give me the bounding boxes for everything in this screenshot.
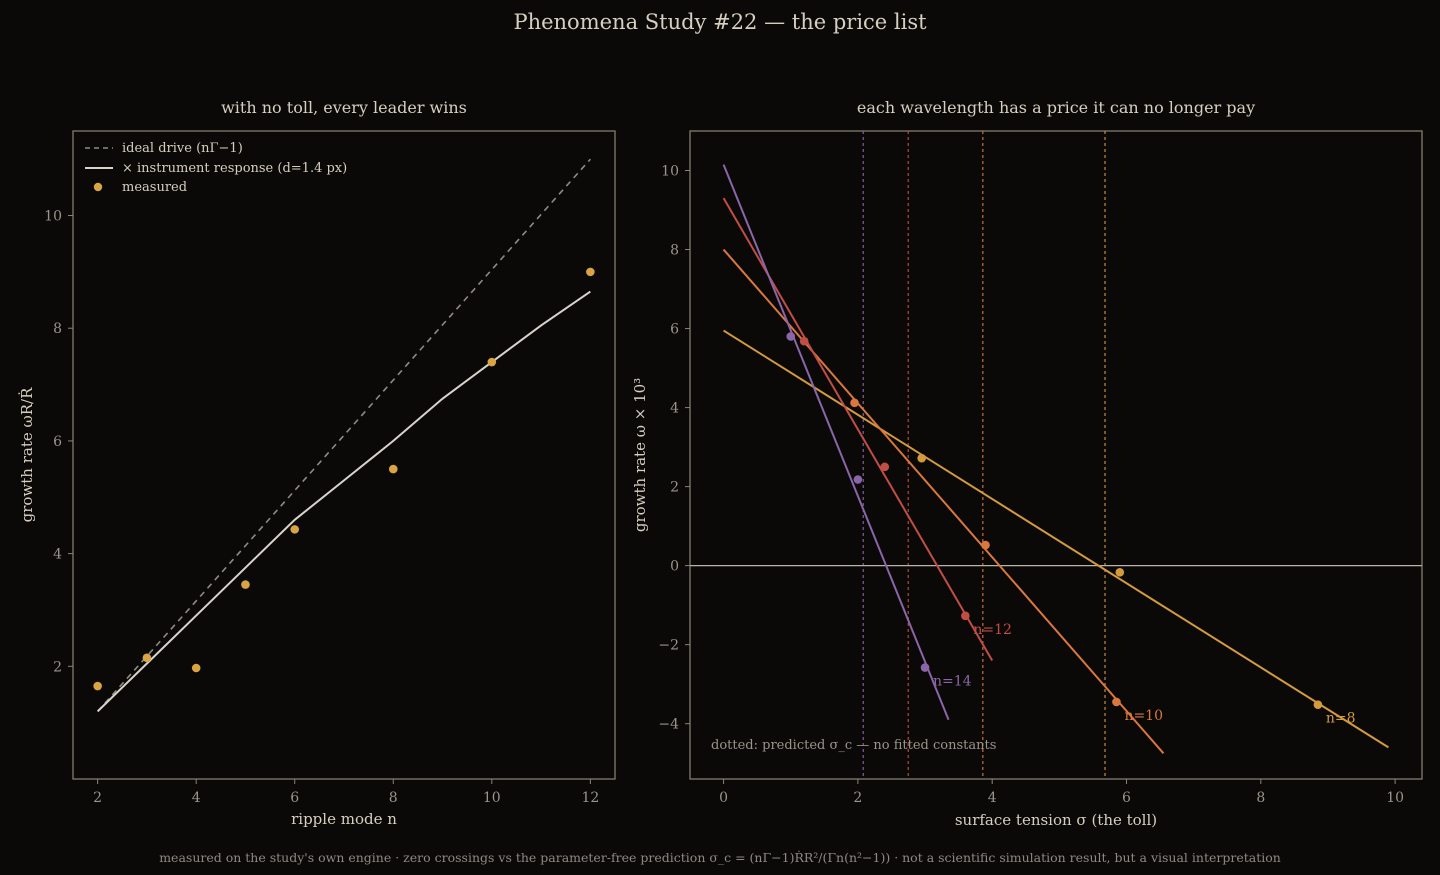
instrument-response-line [96, 290, 591, 713]
right-y-tick-label: 6 [670, 322, 679, 338]
legend-ideal-label: ideal drive (nΓ−1) [122, 141, 243, 156]
right-plot-frame [689, 130, 1423, 780]
right-x-ticks: 0 2 4 6 8 10 [719, 779, 1404, 806]
left-y-tick-label: 8 [53, 321, 62, 337]
measured-point-n=10 [981, 540, 990, 550]
right-x-tick-label: 2 [853, 790, 862, 806]
left-legend: ideal drive (nΓ−1) × instrument response… [85, 141, 347, 195]
right-y-axis-label: growth rate ω × 10³ [631, 378, 649, 532]
left-x-tick-label: 10 [483, 790, 501, 806]
left-x-tick-label: 6 [290, 790, 299, 806]
right-y-tick-label: −2 [658, 638, 679, 654]
left-y-ticks: 2 4 6 8 10 [44, 209, 73, 675]
legend-response-label: × instrument response (d=1.4 px) [122, 161, 347, 176]
right-y-tick-label: 8 [670, 243, 679, 259]
right-x-tick-label: 10 [1386, 790, 1404, 806]
right-chart-marks: n=8 n=10 n=12 n=14 [690, 131, 1422, 779]
series-label-n=10: n=10 [1124, 708, 1163, 724]
right-x-tick-label: 4 [988, 790, 997, 806]
measured-point-n=12 [880, 462, 890, 472]
measured-point [93, 681, 102, 691]
left-x-tick-label: 2 [93, 790, 102, 806]
right-y-tick-label: 0 [670, 559, 679, 575]
measured-point [487, 357, 497, 367]
measured-point-n=12 [961, 611, 970, 621]
measured-point-n=8 [1115, 568, 1125, 577]
left-y-tick-label: 2 [53, 659, 62, 675]
measured-point [241, 580, 250, 589]
measured-point-n=14 [920, 663, 930, 672]
right-x-tick-label: 6 [1122, 790, 1131, 806]
legend-measured-swatch [93, 182, 103, 192]
measured-point-n=8 [917, 453, 926, 463]
measured-point-n=10 [850, 398, 859, 408]
left-plot-frame [72, 130, 616, 780]
left-y-tick-label: 6 [53, 434, 62, 450]
right-y-tick-label: 10 [661, 164, 679, 180]
measured-point-n=14 [786, 332, 796, 341]
measured-point [142, 653, 152, 663]
measured-point [586, 267, 595, 277]
figure-title: Phenomena Study #22 — the price list [513, 10, 927, 34]
left-x-tick-label: 8 [389, 790, 398, 806]
left-x-tick-label: 12 [581, 790, 599, 806]
left-x-axis-label: ripple mode n [291, 810, 397, 828]
right-x-tick-label: 0 [719, 790, 728, 806]
left-chart-title: with no toll, every leader wins [221, 98, 467, 117]
right-y-tick-label: 2 [670, 480, 679, 496]
measured-point-n=14 [853, 475, 863, 484]
left-y-tick-label: 4 [53, 547, 62, 563]
legend-measured-label: measured [122, 180, 187, 195]
series-label-n=14: n=14 [933, 674, 972, 690]
series-label-n=12: n=12 [973, 622, 1012, 638]
measured-point [191, 663, 201, 673]
left-chart-marks [93, 158, 595, 713]
right-chart-panel: each wavelength has a price it can no lo… [631, 98, 1423, 829]
measured-point-n=10 [1112, 697, 1121, 707]
sigma-c-annotation: dotted: predicted σ_c — no fitted consta… [711, 738, 996, 753]
figure-footer-note: measured on the study's own engine · zer… [159, 850, 1281, 865]
left-y-axis-label: growth rate ωR/Ṙ [18, 387, 36, 522]
right-y-tick-label: −4 [658, 717, 679, 733]
series-label-n=8: n=8 [1326, 711, 1356, 727]
growth-line-n=14 [722, 164, 950, 721]
right-y-tick-label: 4 [670, 401, 679, 417]
right-x-tick-label: 8 [1256, 790, 1265, 806]
measured-point-n=12 [799, 336, 809, 346]
growth-line-n=10 [722, 248, 1165, 754]
growth-line-n=8 [723, 329, 1389, 749]
measured-point [388, 464, 398, 474]
right-y-ticks: −4 −2 0 2 4 6 8 10 [658, 164, 690, 733]
measured-point [290, 525, 300, 534]
growth-line-n=12 [722, 197, 994, 661]
left-chart-panel: with no toll, every leader wins 2 4 6 8 10 12… [18, 98, 616, 828]
left-y-tick-label: 10 [44, 209, 62, 225]
right-chart-title: each wavelength has a price it can no lo… [857, 98, 1255, 117]
ideal-drive-line [97, 158, 591, 712]
left-x-tick-label: 4 [192, 790, 201, 806]
left-x-ticks: 2 4 6 8 10 12 [93, 779, 599, 806]
measured-point-n=8 [1313, 700, 1323, 710]
right-x-axis-label: surface tension σ (the toll) [955, 811, 1157, 829]
